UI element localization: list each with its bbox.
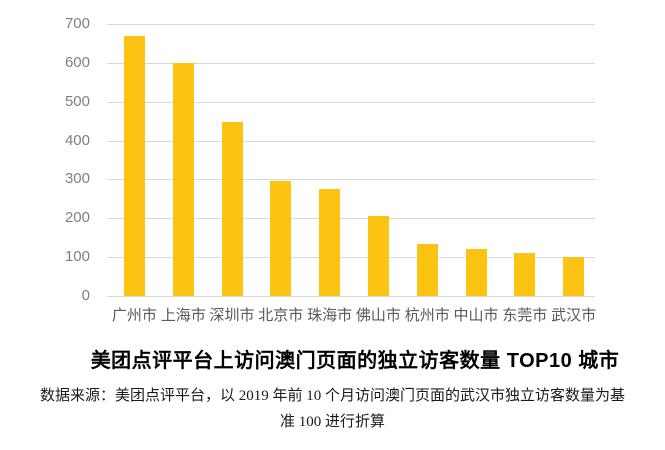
y-axis-tick-label: 400 bbox=[64, 131, 90, 149]
x-axis-category-label: 佛山市 bbox=[355, 307, 401, 324]
bar-佛山市 bbox=[367, 216, 389, 296]
gridline bbox=[107, 101, 595, 103]
source-note-line-1: 数据来源：美团点评平台，以 2019 年前 10 个月访问澳门页面的武汉市独立访… bbox=[39, 388, 625, 404]
bar-珠海市 bbox=[319, 188, 341, 296]
source-note-line-2: 准 100 进行折算 bbox=[279, 414, 385, 430]
x-axis-category-label: 广州市 bbox=[111, 307, 157, 324]
x-axis-category-label: 珠海市 bbox=[307, 307, 353, 324]
bar-东莞市 bbox=[514, 253, 536, 296]
x-axis-category-label: 深圳市 bbox=[209, 307, 255, 324]
x-axis-category-label: 中山市 bbox=[453, 307, 499, 324]
y-axis-tick-label: 200 bbox=[64, 209, 90, 227]
gridline bbox=[107, 296, 595, 297]
x-axis-category-label: 东莞市 bbox=[502, 307, 548, 324]
gridline bbox=[107, 62, 595, 64]
x-axis-category-label: 北京市 bbox=[258, 307, 304, 324]
gridline bbox=[107, 179, 595, 181]
bar-广州市 bbox=[123, 35, 145, 296]
bar-武汉市 bbox=[563, 257, 585, 296]
x-axis-category-label: 杭州市 bbox=[404, 307, 450, 324]
plot-area: 广州市 上海市 深圳市 北京市 珠海市 佛山市 杭州市 中山市 东莞市 武汉市 bbox=[107, 24, 596, 324]
chart-title: 美团点评平台上访问澳门页面的独立访客数量 TOP10 城市 bbox=[90, 350, 620, 372]
y-axis-tick-label: 700 bbox=[64, 15, 90, 32]
y-axis-tick-label: 600 bbox=[64, 53, 90, 71]
x-axis-category-label: 武汉市 bbox=[551, 307, 597, 324]
y-axis-tick-label: 0 bbox=[81, 287, 90, 304]
x-axis-category-label: 上海市 bbox=[160, 307, 206, 324]
gridline bbox=[107, 257, 595, 259]
bar-杭州市 bbox=[416, 244, 438, 296]
y-axis-tick-label: 100 bbox=[64, 248, 90, 266]
bar-中山市 bbox=[465, 248, 487, 296]
bar-chart: 广州市 上海市 深圳市 北京市 珠海市 佛山市 杭州市 中山市 东莞市 武汉市 0 100 200 30… bbox=[64, 15, 596, 324]
gridline bbox=[107, 24, 595, 25]
bar-深圳市 bbox=[221, 121, 243, 296]
y-axis-tick-label: 300 bbox=[64, 170, 90, 188]
bar-北京市 bbox=[270, 180, 292, 296]
bar-上海市 bbox=[172, 62, 194, 296]
gridline bbox=[107, 218, 595, 220]
source-note: 数据来源：美团点评平台，以 2019 年前 10 个月访问澳门页面的武汉市独立访… bbox=[0, 383, 665, 435]
gridline bbox=[107, 140, 595, 142]
y-axis-tick-label: 500 bbox=[64, 92, 90, 110]
